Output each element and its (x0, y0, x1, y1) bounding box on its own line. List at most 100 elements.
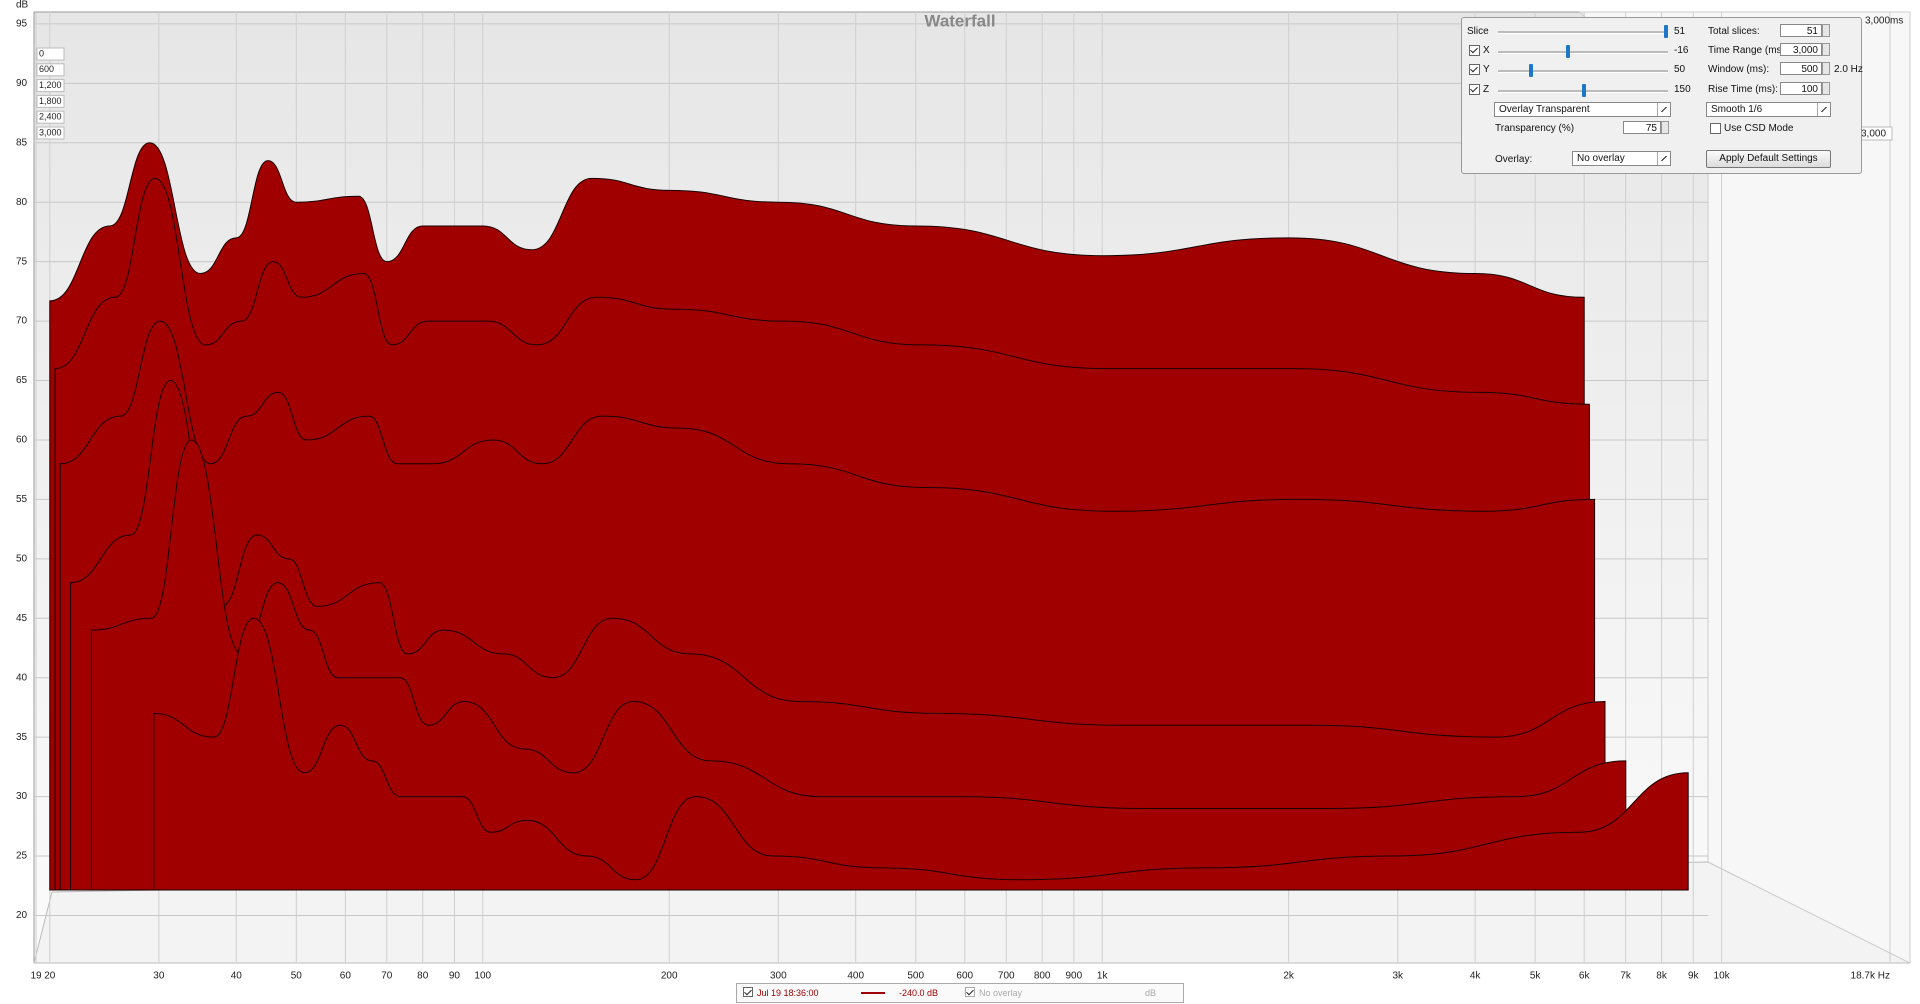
x-tick-label: 8k (1656, 971, 1668, 980)
y-tick-label: 50 (16, 553, 28, 564)
y-thumb[interactable] (1529, 64, 1533, 77)
window-input[interactable]: 500 (1780, 62, 1822, 75)
apply-defaults-button[interactable]: Apply Default Settings (1706, 150, 1831, 168)
z-tick-box (36, 126, 65, 140)
x-tick-label: 2k (1283, 971, 1295, 980)
spinner[interactable] (1822, 24, 1830, 37)
slice-value: 51 (1674, 26, 1686, 37)
slice (90, 439, 1627, 891)
legend: Jul 19 18:36:00 -240.0 dB No overlay dB (736, 983, 1184, 1003)
time-range-label: Time Range (ms): (1708, 45, 1788, 56)
y-tick-label: 45 (16, 613, 28, 624)
y-tick-label: 95 (16, 19, 28, 30)
chart-title: Waterfall (924, 11, 995, 30)
y-tick-label: 55 (16, 494, 28, 505)
y-tick-label: 80 (16, 197, 28, 208)
spinner[interactable] (1822, 43, 1830, 56)
x-tick-label: 700 (998, 971, 1015, 980)
x-tick-label: 70 (381, 971, 393, 980)
x-thumb[interactable] (1566, 45, 1570, 58)
x-tick-label: 40 (231, 971, 243, 980)
slice-slider[interactable] (1498, 31, 1668, 34)
legend-date: Jul 19 18:36:00 (757, 988, 819, 998)
y-slider[interactable] (1498, 70, 1668, 73)
legend-checkbox[interactable] (743, 987, 753, 997)
x-value: -16 (1674, 45, 1689, 56)
y-tick-label: 85 (16, 137, 28, 148)
legend-swatch (861, 992, 885, 994)
z-value: 150 (1674, 84, 1691, 95)
y-label: Y (1483, 64, 1490, 75)
z-tick-label: 0 (39, 48, 44, 58)
z-tick-label: 3,000 (1861, 129, 1886, 140)
z-tick-label: 2,400 (39, 112, 62, 122)
x-tick-label: 3k (1392, 971, 1404, 980)
y-tick-label: 20 (16, 910, 28, 921)
legend-overlay: No overlay (979, 988, 1023, 998)
x-tick-label: 6k (1579, 971, 1591, 980)
x-tick-label: 1k (1097, 971, 1109, 980)
z-tick-label: 600 (39, 64, 54, 74)
x-slider[interactable] (1498, 51, 1668, 54)
x-tick-label: 50 (291, 971, 303, 980)
z-tick-box (36, 110, 65, 124)
x-tick-label: 60 (340, 971, 352, 980)
rise-time-input[interactable]: 100 (1780, 82, 1822, 95)
csd-checkbox[interactable] (1710, 123, 1721, 134)
x-tick-label: 30 (153, 971, 165, 980)
y-checkbox[interactable] (1469, 64, 1480, 75)
y-tick-label: 25 (16, 851, 28, 862)
x-tick-label: 100 (474, 971, 491, 980)
x-tick-label: 200 (661, 971, 678, 980)
rise-time-label: Rise Time (ms): (1708, 84, 1778, 95)
mode-dropdown[interactable]: Overlay Transparent (1494, 102, 1671, 117)
control-panel: Slice 51 X -16 Y 50 Z 150 Total slices: … (1461, 17, 1863, 174)
x-checkbox[interactable] (1469, 45, 1480, 56)
time-range-input[interactable]: 3,000 (1780, 43, 1822, 56)
x-tick-label: 600 (956, 971, 973, 980)
legend-level: -240.0 dB (899, 988, 939, 998)
x-tick-label: 7k (1620, 971, 1632, 980)
x-tick-label: 80 (417, 971, 429, 980)
y-tick-label: 40 (16, 672, 28, 683)
slice-label: Slice (1467, 26, 1489, 37)
x-tick-label: 18.7k Hz (1851, 971, 1890, 980)
x-tick-label: 500 (907, 971, 924, 980)
slice (153, 617, 1689, 891)
z-label: Z (1483, 84, 1490, 95)
y-tick-label: 60 (16, 435, 28, 446)
spinner[interactable] (1822, 82, 1830, 95)
x-tick-label: 10k (1714, 971, 1731, 980)
x-tick-label: 20 (44, 971, 56, 980)
transparency-input[interactable]: 75 (1623, 121, 1661, 134)
waterfall (49, 142, 1689, 891)
window-resolution: 2.0 Hz (1834, 64, 1863, 75)
x-tick-label: 900 (1065, 971, 1082, 980)
z-checkbox[interactable] (1469, 84, 1480, 95)
spinner[interactable] (1661, 121, 1669, 134)
overlay-label: Overlay: (1495, 154, 1533, 165)
z-thumb[interactable] (1582, 84, 1586, 97)
x-tick-label: 90 (449, 971, 461, 980)
y-tick-label: 65 (16, 375, 28, 386)
y-tick-label: 70 (16, 316, 28, 327)
total-slices-input[interactable]: 51 (1780, 24, 1822, 37)
slice-thumb[interactable] (1664, 25, 1668, 38)
x-tick-label: 19 (30, 971, 42, 980)
spinner[interactable] (1822, 62, 1830, 75)
overlay-dropdown[interactable]: No overlay (1572, 151, 1671, 166)
x-tick-label: 400 (847, 971, 864, 980)
smoothing-dropdown[interactable]: Smooth 1/6 (1706, 102, 1831, 117)
x-tick-label: 4k (1470, 971, 1482, 980)
z-tick-box (36, 79, 65, 93)
y-value: 50 (1674, 64, 1686, 75)
legend-checkbox[interactable] (965, 987, 975, 997)
z-tick-box (36, 94, 65, 108)
y-tick-label: 35 (16, 732, 28, 743)
x-tick-label: 300 (770, 971, 787, 980)
window-label: Window (ms): (1708, 64, 1770, 75)
x-label: X (1483, 45, 1490, 56)
total-slices-label: Total slices: (1708, 26, 1760, 37)
